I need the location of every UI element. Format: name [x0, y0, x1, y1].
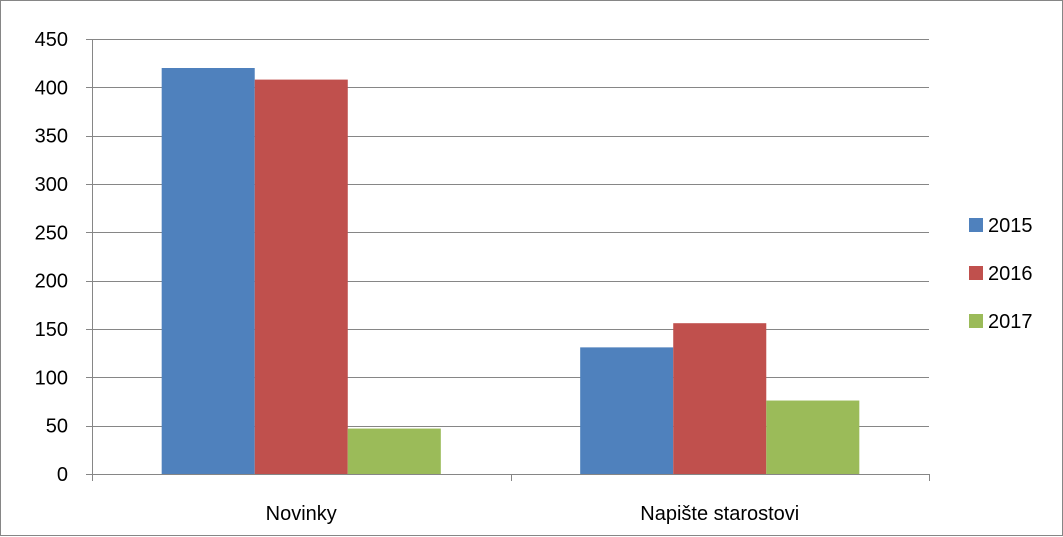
bar-2017-0	[347, 428, 441, 474]
bar-2017-1	[766, 400, 860, 474]
legend-swatch	[969, 266, 983, 280]
legend: 2015 2016 2017	[969, 215, 1033, 333]
category-label: Napište starostovi	[640, 503, 799, 525]
axes	[86, 39, 930, 481]
bar-2015-1	[580, 347, 674, 474]
legend-swatch	[969, 218, 983, 232]
bar-2015-0	[161, 68, 255, 474]
y-tick-label: 0	[57, 464, 68, 486]
category-label: Novinky	[266, 503, 337, 525]
y-tick-label: 150	[35, 319, 68, 341]
bar-2016-0	[254, 79, 348, 474]
bars	[161, 68, 860, 474]
y-tick-label: 400	[35, 77, 68, 99]
legend-swatch	[969, 314, 983, 328]
category-labels: Novinky Napište starostovi	[266, 503, 800, 525]
bar-2016-1	[673, 323, 767, 474]
legend-label: 2015	[988, 215, 1033, 237]
y-tick-label: 50	[46, 416, 68, 438]
y-tick-label: 300	[35, 174, 68, 196]
y-tick-label: 450	[35, 29, 68, 51]
y-tick-label: 100	[35, 367, 68, 389]
legend-label: 2017	[988, 311, 1033, 333]
y-tick-label: 250	[35, 222, 68, 244]
y-tick-label: 350	[35, 126, 68, 148]
legend-label: 2016	[988, 263, 1033, 285]
y-tick-labels: 0 50 100 150 200 250 300 350 400 450	[35, 29, 68, 486]
y-tick-label: 200	[35, 271, 68, 293]
